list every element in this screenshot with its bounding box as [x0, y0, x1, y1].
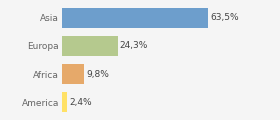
Text: 9,8%: 9,8%	[86, 70, 109, 79]
Text: 2,4%: 2,4%	[69, 98, 92, 107]
Text: 24,3%: 24,3%	[120, 41, 148, 50]
Bar	[62, 36, 118, 56]
Text: 63,5%: 63,5%	[210, 13, 239, 22]
Bar	[62, 64, 84, 84]
Bar	[62, 8, 208, 28]
Bar	[62, 92, 67, 112]
